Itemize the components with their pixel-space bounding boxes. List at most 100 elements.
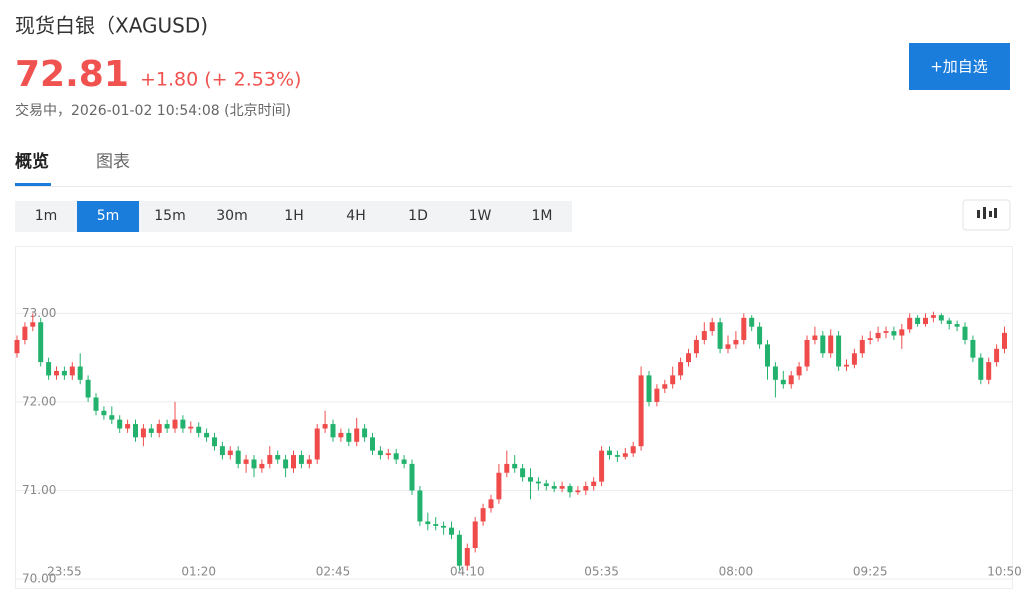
candle-body [575, 490, 581, 493]
candle-body [235, 450, 241, 464]
candle-body [780, 379, 786, 385]
candle-body [417, 490, 423, 522]
candle-body [291, 455, 296, 469]
candle-body [346, 432, 352, 442]
candle-body [678, 362, 684, 376]
candle-body [433, 524, 439, 526]
candle-body [978, 357, 984, 380]
x-tick-label: 01:20 [181, 565, 216, 579]
candle-body [133, 424, 138, 438]
period-button[interactable]: 1W [469, 208, 492, 224]
candle-body [535, 481, 541, 484]
add-button[interactable] [909, 43, 1010, 90]
tab-underline [15, 183, 51, 186]
x-tick-label: 09:25 [853, 565, 888, 579]
candle-body [77, 366, 83, 380]
candle-body [338, 432, 344, 438]
candle-body [907, 317, 913, 330]
candle-body [140, 428, 146, 438]
candle-body [859, 339, 865, 354]
candle-body [314, 428, 320, 460]
candle-body [354, 428, 360, 442]
period-button[interactable]: 1m [35, 208, 58, 224]
period-button[interactable]: 4H [346, 208, 365, 224]
period-button[interactable]: 5m [97, 208, 120, 224]
period-button[interactable]: 30m [216, 208, 247, 224]
candle-body [725, 344, 731, 349]
y-tick-label: 70.00 [22, 572, 56, 586]
x-tick-label: 08:00 [719, 565, 754, 579]
candle-body [693, 339, 699, 354]
period-button[interactable]: 1H [284, 208, 303, 224]
candle-body [188, 426, 194, 429]
tab[interactable]: 图表 [96, 152, 130, 172]
candle-body [306, 459, 312, 464]
period-button[interactable]: 1D [408, 208, 428, 224]
candle-body [844, 364, 849, 367]
candle-body [409, 463, 415, 491]
candle-body [456, 534, 462, 566]
candle-body [54, 370, 59, 376]
candle-body [812, 335, 818, 340]
candle-body [377, 450, 383, 456]
candle-body [480, 508, 486, 522]
candle-body [30, 322, 36, 327]
title: 现货白银（XAGUSD) [15, 14, 208, 38]
change: +1.80 (+ 2.53%) [140, 69, 301, 91]
candle-body [772, 366, 778, 380]
candle-body [607, 450, 612, 456]
candle-body [970, 339, 976, 358]
candle-body [172, 419, 178, 429]
candle-body [788, 375, 794, 385]
period-button[interactable]: 15m [154, 208, 185, 224]
candle-body [938, 315, 944, 321]
candle-body [449, 527, 454, 535]
candle-body [370, 437, 375, 451]
candle-body [148, 428, 154, 433]
candle-body [125, 424, 131, 429]
y-tick-label: 71.00 [22, 483, 56, 497]
y-tick-label: 72.00 [22, 394, 56, 408]
candle-body [528, 477, 533, 482]
tab[interactable]: 概览 [15, 151, 49, 172]
candle-body [330, 424, 336, 438]
candle-body [804, 339, 810, 367]
candle-body [362, 428, 368, 438]
candle-body [251, 459, 257, 469]
chart-style-button[interactable] [962, 199, 1011, 231]
candle-body [196, 426, 202, 433]
x-tick-label: 04:10 [450, 565, 485, 579]
x-tick-label: 10:50 [987, 565, 1022, 579]
candle-body [204, 432, 210, 438]
candle-body [425, 521, 431, 525]
candle-body [219, 446, 225, 456]
candle-body [946, 320, 952, 325]
candle-body [654, 388, 660, 402]
candle-body [930, 315, 936, 318]
candle-body [85, 379, 91, 398]
candle-body [227, 450, 233, 456]
candle-body [93, 397, 99, 411]
chart-frame [15, 246, 1013, 589]
candle-body [496, 472, 502, 500]
candle-body [954, 324, 960, 327]
add-button-label[interactable]: +加自选 [930, 58, 988, 76]
candle-body [109, 415, 115, 420]
candle-body [559, 486, 565, 489]
candle-body [741, 317, 747, 340]
period-button[interactable]: 1M [532, 208, 553, 224]
candle-body [156, 424, 162, 433]
candle-body [591, 481, 597, 487]
candle-body [164, 424, 170, 429]
candle-body [69, 366, 75, 376]
candle-body [543, 483, 549, 487]
candle-body [512, 463, 518, 469]
candle-body [717, 322, 723, 349]
candle-body [504, 463, 510, 473]
candle-body [891, 331, 897, 336]
candle-body [622, 453, 628, 457]
candle-body [441, 525, 447, 528]
candle-body [796, 366, 802, 376]
candle-body [630, 446, 636, 454]
